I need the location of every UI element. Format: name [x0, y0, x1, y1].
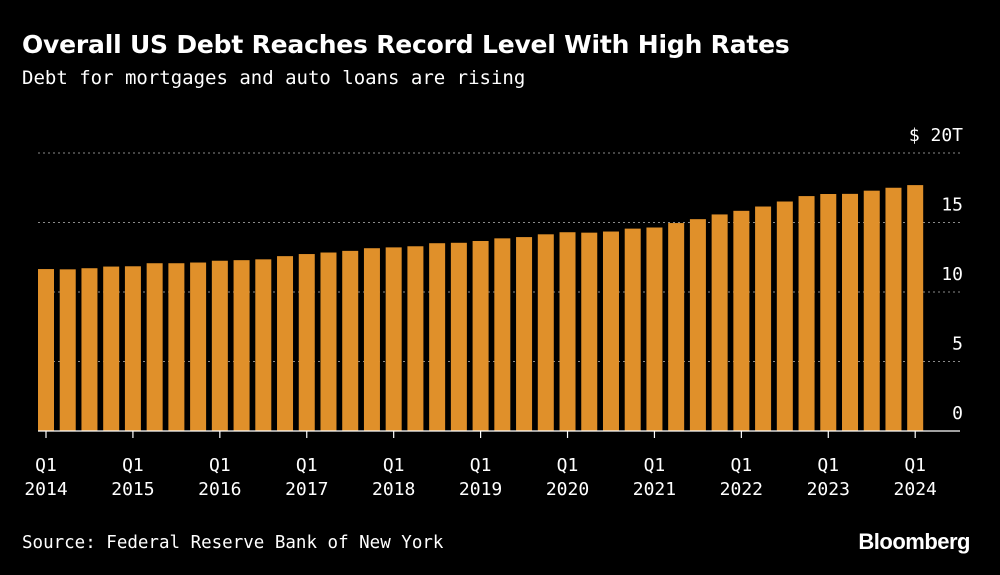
- bar: Q1 2022: 15.84: [733, 210, 750, 431]
- y-tick-label: 0: [952, 403, 963, 424]
- chart-title: Overall US Debt Reaches Record Level Wit…: [22, 30, 790, 59]
- bar: Q1 2020: 14.3: [559, 232, 576, 431]
- bar: Q3 2021: 15.24: [689, 219, 706, 431]
- bar: Q2 2014: 11.63: [59, 269, 76, 431]
- chart-subtitle: Debt for mortgages and auto loans are ri…: [22, 67, 526, 89]
- bar: Q3 2017: 12.96: [342, 250, 359, 431]
- bar: Q4 2021: 15.58: [711, 214, 728, 431]
- x-tick-label-year: 2022: [720, 479, 763, 500]
- y-tick-label: $ 20T: [909, 125, 963, 146]
- bar: Q4 2020: 14.56: [624, 228, 641, 431]
- bar: Q1 2024: 17.69: [907, 185, 924, 431]
- bar: Q4 2017: 13.15: [363, 248, 380, 431]
- x-tick-label-quarter: Q1: [731, 455, 753, 476]
- x-tick-label-year: 2021: [633, 479, 676, 500]
- x-tick-label-year: 2024: [894, 479, 937, 500]
- bar: Q4 2016: 12.58: [277, 256, 294, 431]
- x-tick-label-year: 2016: [198, 479, 241, 500]
- x-tick-label-quarter: Q1: [644, 455, 666, 476]
- bar: Q4 2015: 12.12: [190, 262, 207, 431]
- bar: Q2 2022: 16.15: [755, 206, 772, 431]
- source-note: Source: Federal Reserve Bank of New York: [22, 533, 444, 553]
- bar: Q4 2014: 11.83: [103, 266, 120, 431]
- x-tick-label-year: 2018: [372, 479, 415, 500]
- bar: Q3 2019: 13.95: [516, 237, 533, 431]
- y-axis: 0 5 10 15 $ 20T: [909, 125, 963, 424]
- bar: Q2 2017: 12.84: [320, 252, 337, 431]
- x-tick-label-year: 2020: [546, 479, 589, 500]
- x-tick-label-quarter: Q1: [296, 455, 318, 476]
- x-tick-label-quarter: Q1: [383, 455, 405, 476]
- bar: Q4 2023: 17.5: [885, 187, 902, 431]
- bar-series: Q1 2014: 11.65 Q2 2014: 11.63 Q3 2014: 11.…: [38, 185, 924, 431]
- x-tick-label-quarter: Q1: [122, 455, 144, 476]
- bar: Q3 2015: 12.07: [168, 263, 185, 431]
- bar: Q1 2018: 13.21: [385, 247, 402, 431]
- x-tick-label-quarter: Q1: [557, 455, 579, 476]
- bar: Q1 2016: 12.25: [211, 260, 228, 431]
- bar: Q4 2019: 14.15: [537, 234, 554, 431]
- bar: Q1 2017: 12.73: [298, 254, 315, 431]
- bar: Q2 2018: 13.29: [407, 246, 424, 431]
- y-tick-label: 10: [941, 264, 963, 285]
- bar: Q2 2015: 12.07: [146, 263, 163, 431]
- bar: Q2 2019: 13.86: [494, 238, 511, 431]
- bar: Q2 2020: 14.27: [581, 232, 598, 431]
- bar: Q3 2020: 14.35: [602, 231, 619, 431]
- y-tick-label: 5: [952, 334, 963, 355]
- x-tick-label-year: 2015: [111, 479, 154, 500]
- x-tick-label-quarter: Q1: [904, 455, 926, 476]
- x-tick-label-year: 2014: [24, 479, 67, 500]
- bar: Q3 2022: 16.51: [776, 201, 793, 431]
- bar: Q2 2016: 12.29: [233, 260, 250, 431]
- bar: Q1 2021: 14.64: [646, 227, 663, 431]
- bar-chart: Q1 2014: 11.65 Q2 2014: 11.63 Q3 2014: 11.…: [24, 125, 963, 500]
- bar: Q1 2015: 11.85: [124, 266, 141, 431]
- bar: Q3 2018: 13.51: [429, 243, 446, 431]
- x-tick-label-year: 2019: [459, 479, 502, 500]
- bar: Q3 2023: 17.29: [863, 190, 880, 431]
- bar: Q1 2014: 11.65: [38, 269, 54, 431]
- bar: Q2 2021: 14.96: [668, 223, 685, 431]
- x-tick-label-quarter: Q1: [470, 455, 492, 476]
- bloomberg-logo: Bloomberg: [858, 529, 970, 554]
- bar: Q4 2022: 16.9: [798, 196, 815, 431]
- bar: Q3 2014: 11.71: [81, 268, 98, 431]
- x-tick-label-quarter: Q1: [817, 455, 839, 476]
- y-tick-label: 15: [941, 195, 963, 216]
- x-tick-label-quarter: Q1: [35, 455, 57, 476]
- bar: Q3 2016: 12.35: [255, 259, 272, 431]
- x-tick-label-year: 2017: [285, 479, 328, 500]
- bar: Q1 2019: 13.67: [472, 240, 489, 431]
- x-axis: Q1 2014 Q1 2015 Q1 2016 Q1 2017 Q1 2018 Q1 2019 Q1 20…: [24, 431, 937, 500]
- x-tick-label-quarter: Q1: [209, 455, 231, 476]
- bar: Q2 2023: 17.06: [842, 193, 859, 431]
- bar: Q1 2023: 17.05: [820, 194, 837, 431]
- bar: Q4 2018: 13.54: [450, 242, 467, 431]
- x-tick-label-year: 2023: [807, 479, 850, 500]
